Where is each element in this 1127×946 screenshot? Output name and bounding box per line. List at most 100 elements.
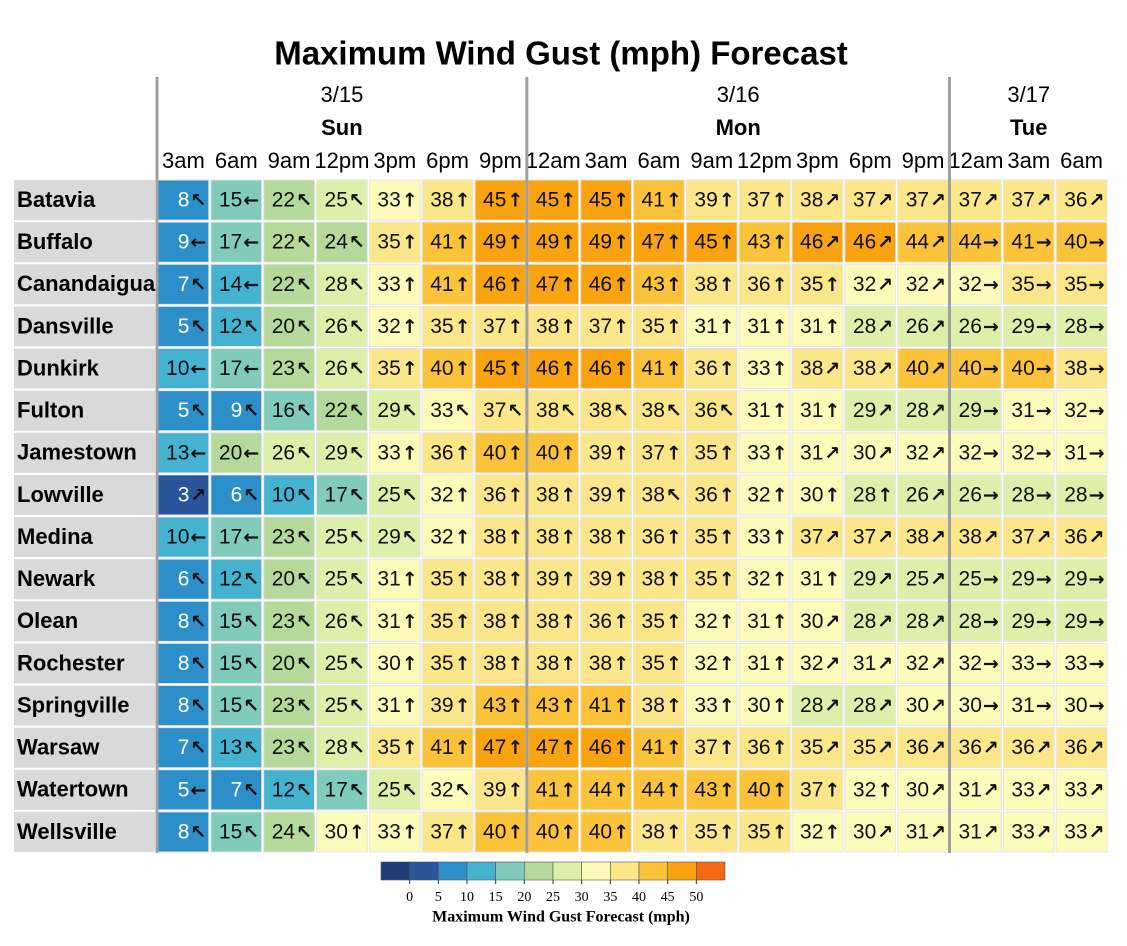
cell bbox=[157, 348, 210, 390]
date-label: 3/15 bbox=[321, 82, 364, 107]
cell bbox=[1002, 474, 1055, 516]
cell-value: 31 bbox=[959, 820, 982, 843]
cell bbox=[738, 600, 791, 642]
cell-value: 31 bbox=[694, 315, 717, 338]
cell-value: 25 bbox=[325, 652, 348, 675]
cell-value: 30 bbox=[377, 652, 400, 675]
cell-value: 37 bbox=[430, 820, 453, 843]
wind-arrow: ↗ bbox=[983, 821, 999, 843]
wind-arrow: ↑ bbox=[719, 569, 735, 591]
cell bbox=[685, 179, 738, 221]
cell-value: 35 bbox=[1064, 273, 1087, 296]
cell bbox=[897, 685, 950, 727]
cell-value: 13 bbox=[166, 441, 189, 464]
cell bbox=[527, 727, 580, 769]
cell bbox=[950, 685, 1002, 727]
cell-value: 43 bbox=[694, 778, 717, 801]
cell bbox=[421, 179, 474, 221]
hour-label: 3pm bbox=[373, 148, 416, 173]
row-label-bg bbox=[14, 559, 155, 600]
cell-value: 44 bbox=[589, 778, 613, 801]
wind-arrow: ↑ bbox=[719, 484, 735, 506]
cell-value: 10 bbox=[272, 483, 295, 506]
cell-value: 36 bbox=[959, 736, 982, 759]
wind-arrow: ↖ bbox=[719, 400, 735, 422]
legend-tick-label: 5 bbox=[435, 890, 442, 905]
cell-value: 33 bbox=[1064, 820, 1087, 843]
cell-value: 12 bbox=[272, 778, 295, 801]
cell bbox=[210, 558, 263, 600]
wind-arrow: ↖ bbox=[296, 695, 312, 717]
cell bbox=[844, 221, 897, 263]
legend-swatch bbox=[667, 861, 697, 881]
cell bbox=[791, 685, 844, 727]
cell bbox=[1055, 727, 1108, 769]
wind-arrow: ↗ bbox=[930, 358, 946, 380]
cell bbox=[421, 600, 474, 642]
wind-arrow: ↑ bbox=[402, 190, 418, 212]
cell-value: 39 bbox=[694, 189, 717, 212]
cell-value: 7 bbox=[178, 273, 190, 296]
cell-value: 41 bbox=[536, 778, 559, 801]
wind-arrow: ↖ bbox=[296, 358, 312, 380]
cell bbox=[474, 769, 527, 811]
hour-label: 9am bbox=[268, 148, 311, 173]
cell bbox=[263, 432, 315, 474]
cell-value: 40 bbox=[1064, 231, 1087, 254]
cell bbox=[791, 727, 844, 769]
cell-value: 28 bbox=[853, 610, 876, 633]
cell-value: 33 bbox=[377, 820, 400, 843]
cell bbox=[950, 305, 1002, 347]
cell-value: 28 bbox=[853, 315, 876, 338]
cell-value: 41 bbox=[430, 736, 453, 759]
wind-arrow: ↗ bbox=[877, 653, 893, 675]
wind-arrow: → bbox=[983, 274, 999, 296]
cell-value: 39 bbox=[536, 568, 559, 591]
legend-swatch bbox=[495, 861, 525, 881]
cell bbox=[263, 600, 315, 642]
wind-arrow: ← bbox=[190, 442, 206, 464]
cell bbox=[316, 685, 368, 727]
cell bbox=[210, 811, 263, 853]
wind-arrow: ↑ bbox=[613, 442, 629, 464]
cell-value: 36 bbox=[747, 273, 770, 296]
wind-arrow: ↗ bbox=[877, 569, 893, 591]
wind-arrow: ↑ bbox=[455, 737, 471, 759]
cell-value: 49 bbox=[483, 231, 506, 254]
wind-arrow: ↑ bbox=[772, 779, 788, 801]
hour-label: 12am bbox=[526, 148, 581, 173]
row-label-bg bbox=[14, 264, 155, 305]
cell-value: 25 bbox=[906, 568, 929, 591]
cell bbox=[950, 516, 1002, 558]
legend-tick-label: 45 bbox=[661, 890, 675, 905]
wind-arrow: ↑ bbox=[560, 316, 576, 338]
legend-tick-label: 50 bbox=[689, 890, 703, 905]
cell-value: 31 bbox=[747, 399, 770, 422]
wind-arrow: → bbox=[983, 569, 999, 591]
cell-value: 45 bbox=[536, 189, 559, 212]
cell-value: 32 bbox=[800, 820, 823, 843]
cell bbox=[1055, 432, 1108, 474]
wind-arrow: ↖ bbox=[402, 527, 418, 549]
wind-arrow: ↖ bbox=[349, 442, 365, 464]
wind-arrow: ← bbox=[243, 527, 259, 549]
wind-arrow: ↗ bbox=[1036, 779, 1052, 801]
cell bbox=[791, 263, 844, 305]
cell-value: 33 bbox=[1064, 778, 1087, 801]
wind-arrow: ↖ bbox=[190, 821, 206, 843]
cell bbox=[263, 685, 315, 727]
wind-arrow: ↗ bbox=[1036, 527, 1052, 549]
cell bbox=[844, 685, 897, 727]
wind-arrow: ↖ bbox=[349, 653, 365, 675]
legend-swatch bbox=[552, 861, 582, 881]
cell-value: 43 bbox=[642, 273, 665, 296]
cell-value: 26 bbox=[959, 315, 982, 338]
cell bbox=[210, 474, 263, 516]
cell-value: 28 bbox=[800, 694, 823, 717]
wind-arrow: → bbox=[983, 358, 999, 380]
cell-value: 44 bbox=[642, 778, 666, 801]
wind-arrow: ↗ bbox=[877, 358, 893, 380]
row-label-bg bbox=[14, 769, 155, 810]
wind-arrow: ↑ bbox=[455, 569, 471, 591]
cell-value: 41 bbox=[642, 736, 665, 759]
